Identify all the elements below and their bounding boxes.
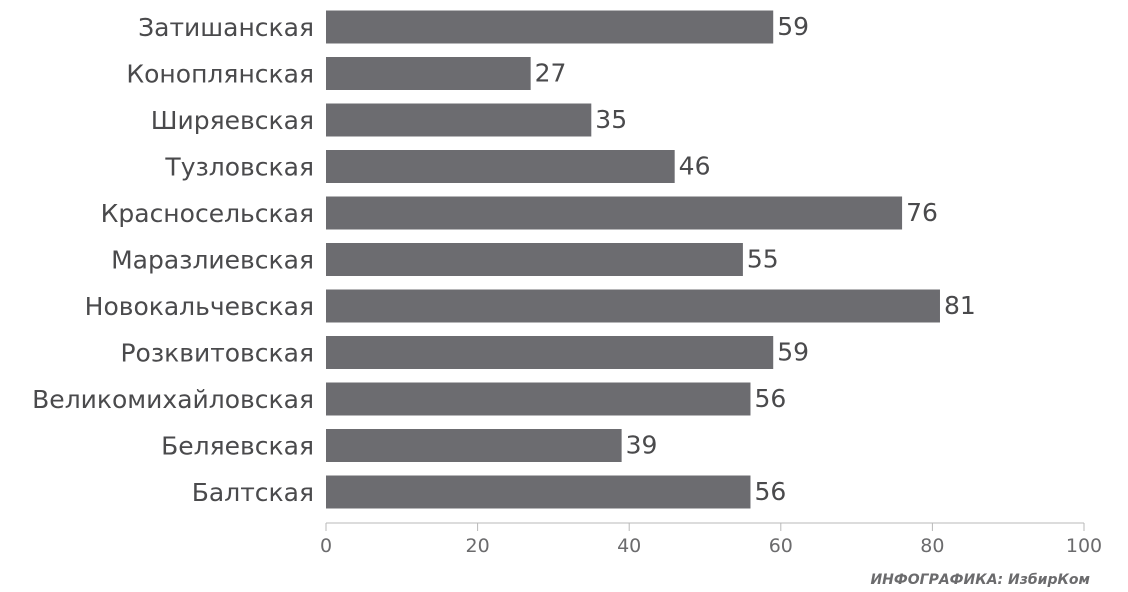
x-tick-label: 0 [320,535,332,557]
category-label: Тузловская [164,153,314,182]
x-axis: 0 20 40 60 80 100 [320,522,1102,557]
value-label: 56 [754,477,786,506]
x-tick-label: 40 [617,535,641,557]
bar [326,243,743,276]
value-label: 35 [595,105,627,134]
bar [326,475,751,509]
value-label: 59 [777,12,809,41]
value-label: 81 [944,291,976,320]
x-tick-label: 100 [1066,535,1102,557]
x-tick-label: 80 [920,535,944,557]
bar [326,10,774,44]
infographic-credit: ИНФОГРАФИКА: ИзбирКом [870,572,1090,588]
value-label: 39 [626,431,658,460]
category-label: Балтская [192,478,314,507]
bar [326,289,940,323]
value-labels-group: 59 27 35 46 76 55 81 59 56 39 56 [535,12,976,506]
bar [326,150,675,183]
category-label: Новокальчевская [85,292,314,321]
bar [326,57,531,90]
category-labels-group: Затишанская Коноплянская Ширяевская Тузловс… [32,13,314,507]
bar [326,429,622,462]
value-label: 46 [679,152,711,181]
value-label: 27 [535,59,567,88]
bar [326,103,592,137]
value-label: 55 [747,245,779,274]
category-label: Маразлиевская [111,246,314,275]
category-label: Ширяевская [151,106,314,135]
value-label: 76 [906,198,938,227]
value-label: 56 [754,384,786,413]
bars-group [326,10,940,509]
category-label: Розквитовская [120,339,314,368]
bar [326,336,774,369]
category-label: Великомихайловская [32,385,314,414]
x-tick-label: 20 [466,535,490,557]
bar [326,196,903,230]
category-label: Коноплянская [126,60,314,89]
category-label: Беляевская [161,432,314,461]
x-tick-label: 60 [769,535,793,557]
bar [326,382,751,416]
category-label: Красносельская [101,199,314,228]
value-label: 59 [777,338,809,367]
category-label: Затишанская [138,13,314,42]
